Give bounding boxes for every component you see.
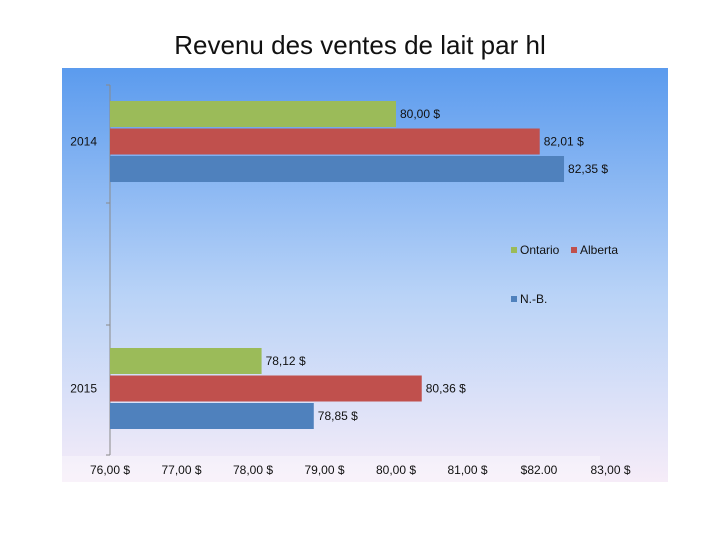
- legend-swatch: [571, 247, 577, 253]
- bar-2015-2: [110, 403, 314, 429]
- x-tick-label: 80,00 $: [376, 463, 416, 477]
- bar-2014-1: [110, 128, 540, 155]
- data-label: 78,12 $: [266, 354, 306, 368]
- x-tick-label: 81,00 $: [447, 463, 487, 477]
- x-tick-label: 79,00 $: [304, 463, 344, 477]
- legend-swatch: [511, 296, 517, 302]
- legend-entry: Alberta: [580, 243, 618, 257]
- x-tick-label: 77,00 $: [161, 463, 201, 477]
- x-tick-label: $82.00: [521, 463, 558, 477]
- legend-swatch: [511, 247, 517, 253]
- data-label: 82,35 $: [568, 162, 608, 176]
- bar-2015-1: [110, 375, 422, 402]
- data-label: 80,00 $: [400, 107, 440, 121]
- data-label: 82,01 $: [544, 135, 584, 149]
- bar-2014-2: [110, 156, 565, 182]
- data-label: 80,36 $: [426, 382, 466, 396]
- x-tick-label: 76,00 $: [90, 463, 130, 477]
- legend-entry: N.-B.: [520, 292, 547, 306]
- legend-entry: Ontario: [520, 243, 560, 257]
- x-tick-label: 83,00 $: [590, 463, 630, 477]
- bar-2015-0: [110, 348, 262, 374]
- data-label: 78,85 $: [318, 409, 358, 423]
- y-tick-label: 2014: [70, 135, 97, 149]
- y-tick-label: 2015: [70, 382, 97, 396]
- tick-label-band: [62, 456, 600, 482]
- x-tick-label: 78,00 $: [233, 463, 273, 477]
- chart-title: Revenu des ventes de lait par hl: [174, 30, 546, 60]
- bar-2014-0: [110, 101, 396, 127]
